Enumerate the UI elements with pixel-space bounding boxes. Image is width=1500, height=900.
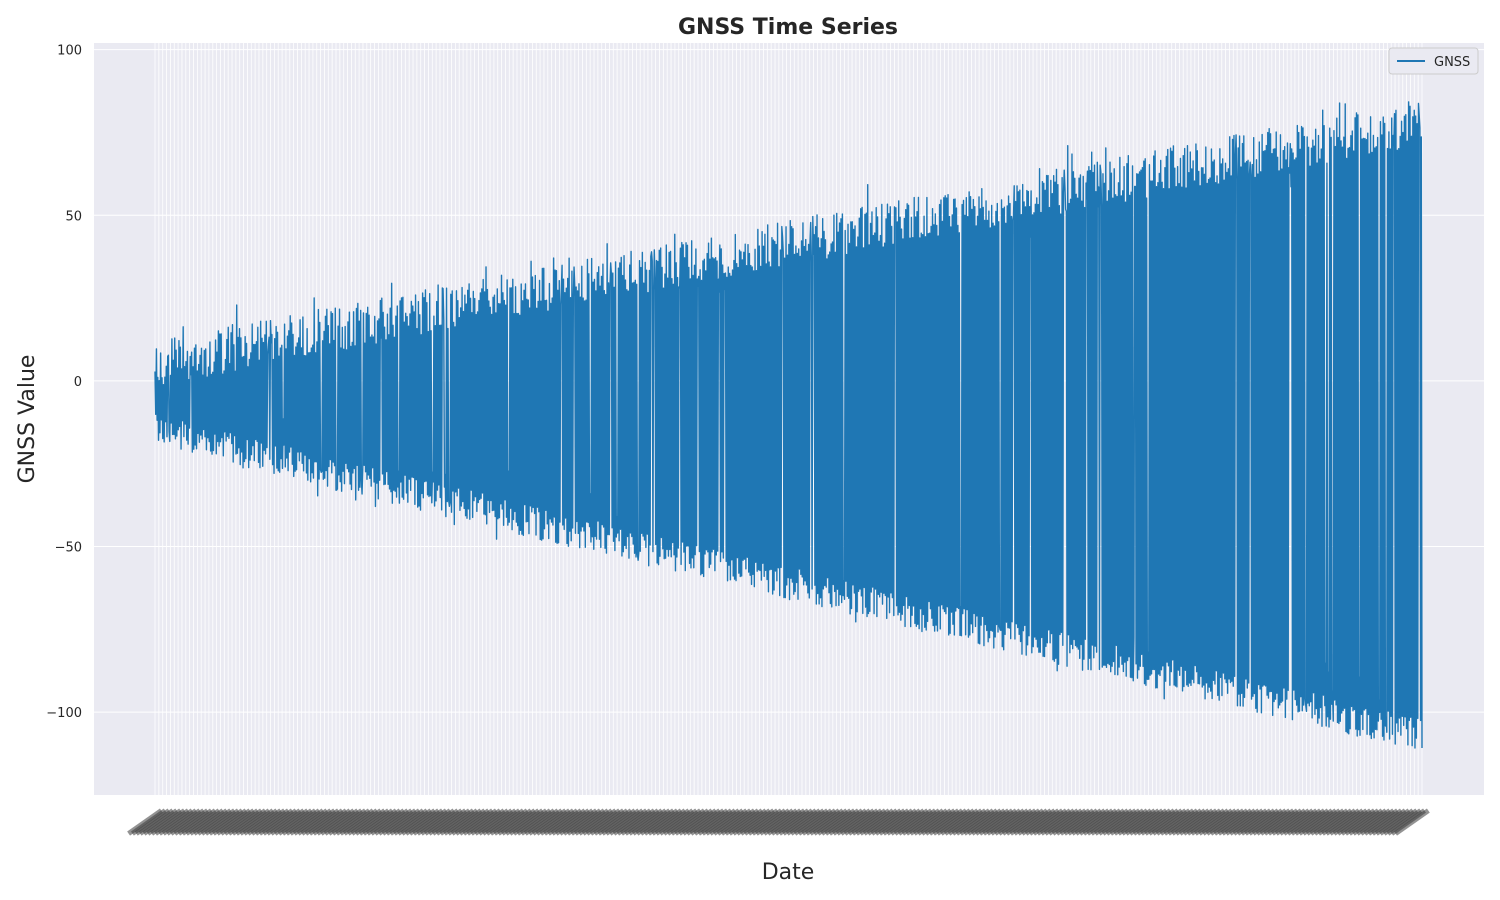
y-tick-label: 100 [57, 44, 82, 59]
y-tick-label: 50 [65, 209, 82, 224]
legend: GNSS [1388, 47, 1479, 75]
series-line-gnss [154, 101, 1423, 749]
y-tick-label: −50 [55, 541, 82, 556]
x-ticks [127, 808, 1430, 836]
y-tick-label: −100 [46, 706, 82, 721]
series-gnss [154, 101, 1423, 749]
y-ticks: 100 50 0 −50 −100 [46, 44, 82, 722]
legend-label-gnss: GNSS [1434, 55, 1470, 70]
x-tick-label [1394, 808, 1430, 836]
chart-title: GNSS Time Series [678, 15, 898, 40]
x-axis-label: Date [762, 860, 815, 885]
y-axis-label: GNSS Value [15, 355, 40, 484]
legend-box [1388, 47, 1479, 75]
y-tick-label: 0 [74, 375, 82, 390]
